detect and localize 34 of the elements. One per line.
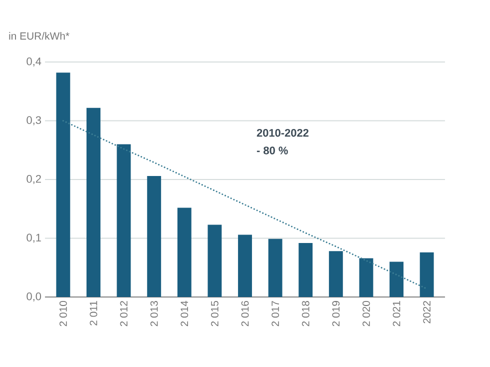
bar <box>56 72 70 297</box>
bar <box>359 258 374 297</box>
bar <box>116 144 131 297</box>
x-tick-label: 2022 <box>423 301 431 324</box>
x-tick-label: 2 021 <box>392 301 400 326</box>
bar <box>268 238 282 297</box>
x-tick-label: 2 019 <box>332 301 340 326</box>
x-tick-label: 2 014 <box>180 300 188 326</box>
y-axis-title: in EUR/kWh* <box>9 32 70 40</box>
bar <box>390 262 404 297</box>
bar <box>208 224 222 297</box>
x-tick-label: 2 010 <box>59 300 67 326</box>
x-tick-label: 2 012 <box>120 301 128 326</box>
bar <box>298 242 313 297</box>
bar <box>238 234 252 297</box>
x-tick-label: 2 017 <box>272 301 280 326</box>
x-tick-label: 2 016 <box>241 300 249 326</box>
x-tick-label: 2 013 <box>150 300 158 326</box>
y-tick-label: 0,3 <box>26 116 41 126</box>
y-tick-label: 0,0 <box>26 292 42 302</box>
bar <box>328 251 343 297</box>
bar <box>86 108 100 297</box>
x-tick-label: 2 020 <box>362 300 370 326</box>
annotation: 2010-2022 <box>256 128 308 137</box>
bar <box>177 208 192 297</box>
bar <box>147 176 162 297</box>
x-tick-label: 2 015 <box>211 300 218 326</box>
x-tick-label: 2 011 <box>90 301 98 326</box>
bar <box>420 252 434 297</box>
annotation: - 80 % <box>256 146 288 154</box>
x-tick-label: 2 018 <box>302 300 310 326</box>
y-tick-label: 0,2 <box>26 174 41 184</box>
y-tick-label: 0,4 <box>26 57 42 67</box>
y-tick-label: 0,1 <box>26 234 41 243</box>
